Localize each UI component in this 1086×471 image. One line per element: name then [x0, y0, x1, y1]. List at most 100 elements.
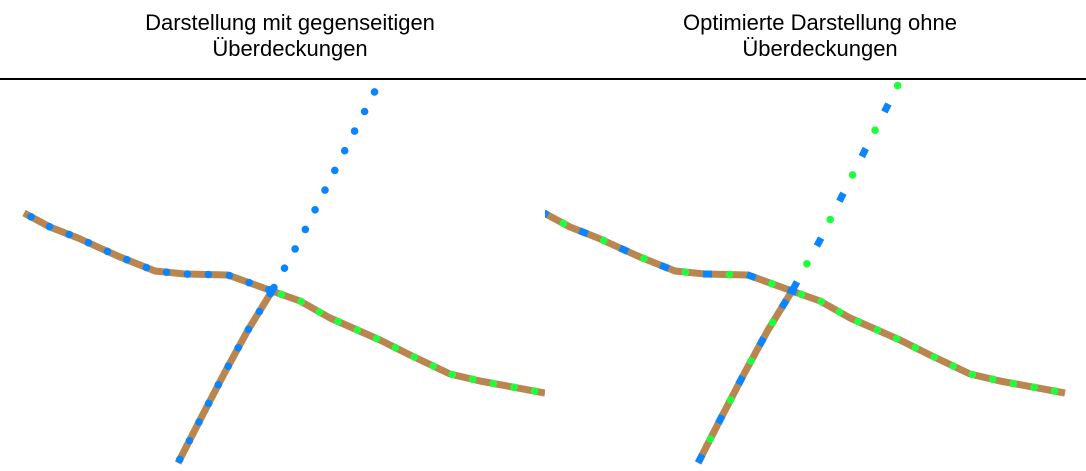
- blue-dot: [204, 399, 213, 408]
- blue-dot: [350, 127, 359, 135]
- green-dot: [448, 370, 457, 379]
- green-dot: [372, 334, 381, 343]
- road-line: [545, 209, 1066, 397]
- heading-right: Optimierte Darstellung ohne Überdeckunge…: [560, 10, 1080, 62]
- heading-left-line1: Darstellung mit gegenseitigen: [145, 10, 435, 35]
- green-dot: [706, 435, 715, 443]
- green-dot: [949, 362, 957, 370]
- green-dot: [911, 343, 920, 352]
- blue-dot: [301, 225, 310, 234]
- green-dot: [297, 297, 305, 306]
- green-dot: [835, 308, 844, 316]
- heading-right-line1: Optimierte Darstellung ohne: [683, 10, 957, 35]
- blue-dot: [162, 268, 171, 277]
- dotted-line-layer: [27, 88, 539, 464]
- blue-dot: [214, 381, 223, 389]
- blue-dash: [695, 452, 706, 465]
- green-dot: [768, 279, 776, 288]
- green-dot: [640, 254, 648, 263]
- blue-dot: [268, 287, 276, 295]
- blue-dash: [658, 261, 670, 272]
- blue-dash: [618, 244, 630, 255]
- green-dot: [530, 387, 539, 395]
- green-dot: [429, 362, 437, 370]
- blue-dot: [123, 255, 131, 264]
- green-dot: [803, 260, 811, 268]
- green-dot: [747, 357, 755, 365]
- road-line: [22, 209, 545, 397]
- green-dot: [1009, 379, 1018, 388]
- green-dot: [410, 353, 419, 361]
- road-line: [694, 289, 795, 465]
- green-dot: [1030, 383, 1038, 392]
- green-dot: [468, 375, 477, 384]
- green-dot: [559, 219, 568, 228]
- green-dot: [725, 270, 734, 279]
- blue-dot: [370, 88, 379, 96]
- blue-dot: [45, 222, 54, 231]
- blue-dot: [84, 238, 93, 247]
- blue-dash: [813, 236, 825, 248]
- green-dot: [726, 396, 735, 404]
- heading-right-line2: Überdeckungen: [742, 36, 898, 61]
- blue-dot: [245, 278, 253, 287]
- blue-dot: [331, 166, 339, 175]
- green-dot: [353, 326, 362, 334]
- blue-dash: [745, 271, 757, 282]
- blue-dot: [65, 230, 73, 239]
- panel-optimized: [545, 81, 1066, 465]
- road-line: [174, 289, 275, 465]
- green-dot: [826, 215, 834, 224]
- green-dot: [768, 318, 777, 327]
- blue-dash: [836, 191, 847, 203]
- blue-dot: [225, 271, 234, 280]
- header-divider: [0, 78, 1086, 80]
- road-layer: [22, 209, 545, 465]
- blue-dot: [340, 146, 349, 155]
- green-dot: [817, 297, 825, 306]
- blue-dot: [103, 247, 112, 256]
- blue-dash: [735, 374, 746, 386]
- blue-dash: [881, 102, 892, 114]
- panel-overlapping: [22, 88, 545, 465]
- blue-dash: [756, 336, 767, 348]
- blue-dot: [185, 436, 194, 445]
- blue-dash: [778, 298, 790, 310]
- blue-dot: [204, 270, 213, 279]
- blue-dot: [360, 107, 369, 116]
- heading-left: Darstellung mit gegenseitigen Überdeckun…: [30, 10, 550, 62]
- blue-dash: [786, 286, 798, 296]
- blue-dash: [702, 270, 713, 278]
- green-dot: [277, 290, 286, 299]
- green-dot: [681, 268, 690, 276]
- blue-dot: [255, 307, 264, 316]
- blue-dot: [311, 206, 319, 214]
- blue-dot: [176, 455, 184, 464]
- green-dot: [968, 370, 977, 379]
- blue-dot: [183, 270, 192, 278]
- blue-dot: [291, 245, 299, 253]
- heading-left-line2: Überdeckungen: [212, 36, 368, 61]
- green-dot: [391, 343, 400, 352]
- blue-dot: [195, 418, 203, 426]
- green-dot: [1050, 387, 1059, 395]
- green-dot: [873, 326, 882, 334]
- green-dot: [600, 236, 608, 245]
- blue-dash: [715, 413, 726, 425]
- green-dot: [489, 379, 498, 388]
- blue-dot: [234, 344, 242, 352]
- green-dot: [871, 126, 879, 134]
- blue-dash: [578, 227, 589, 238]
- green-dot: [510, 383, 518, 392]
- green-dot: [930, 353, 938, 361]
- blue-dash: [858, 146, 869, 159]
- blue-dot: [321, 186, 329, 194]
- green-dot: [315, 308, 324, 316]
- blue-dot: [280, 264, 289, 273]
- green-dot: [893, 81, 902, 90]
- green-dot: [848, 171, 857, 179]
- blue-dot: [244, 325, 253, 334]
- blue-dot: [224, 362, 232, 371]
- blue-dot: [142, 263, 151, 272]
- green-dot: [892, 334, 901, 343]
